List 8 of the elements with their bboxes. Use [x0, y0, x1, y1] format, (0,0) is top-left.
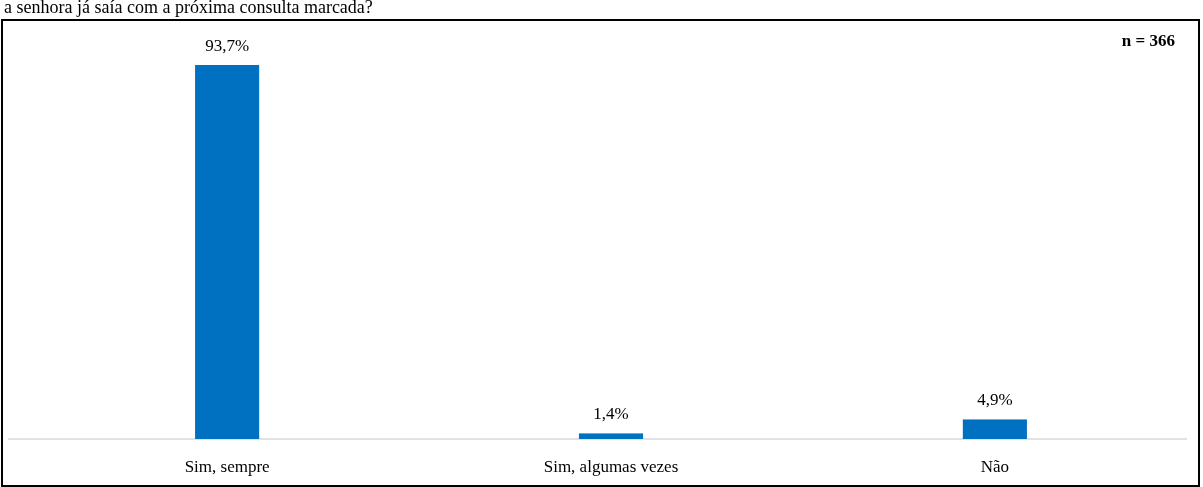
x-tick-label: Não: [980, 457, 1010, 476]
x-tick-label: Sim, algumas vezes: [543, 457, 679, 476]
chart-title: a senhora já saía com a próxima consulta marcada?: [4, 0, 373, 17]
data-label: 93,7%: [205, 36, 250, 55]
data-label: 1,4%: [593, 404, 629, 424]
x-tick-label: Sim, sempre: [184, 457, 270, 476]
text: n = 366: [1121, 31, 1175, 50]
data-label: 4,9%: [977, 390, 1013, 410]
